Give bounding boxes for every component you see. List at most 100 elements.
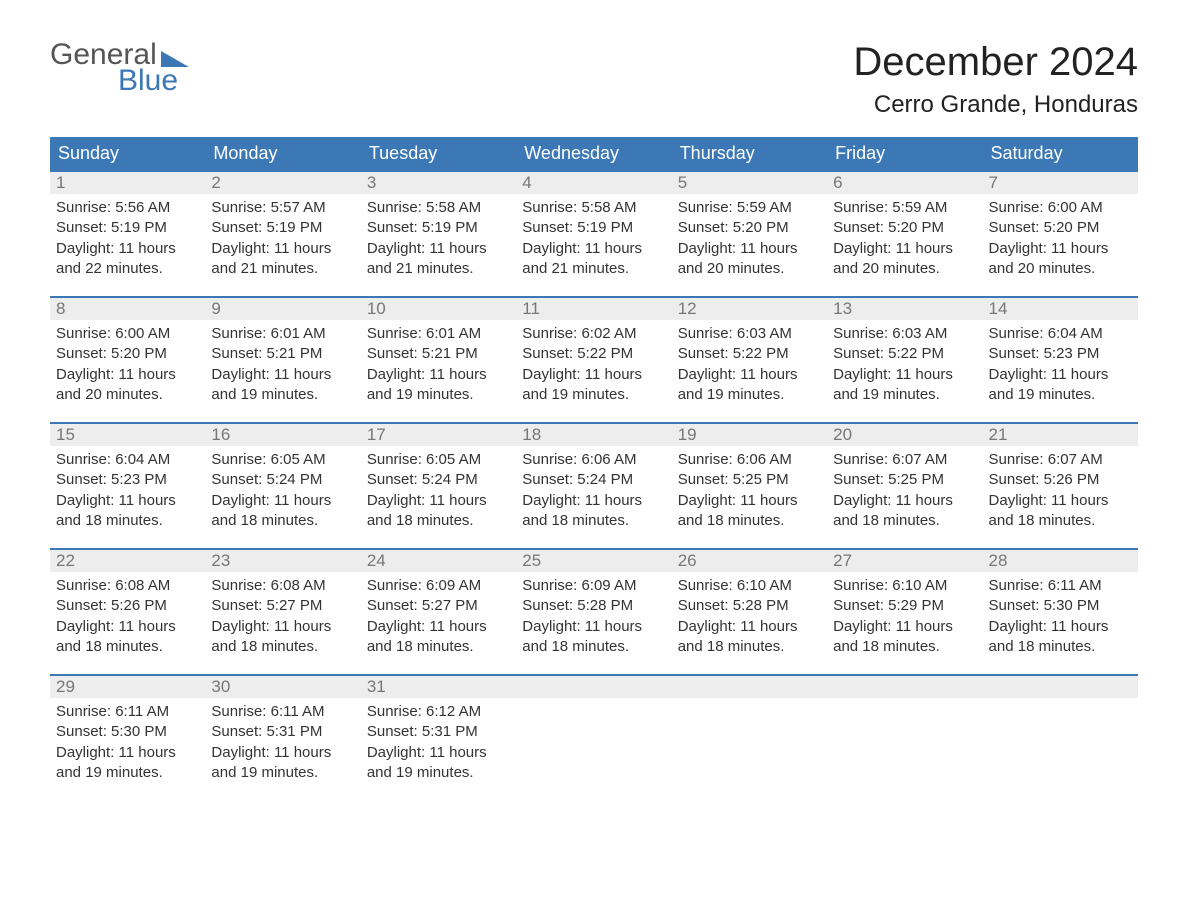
- daylight-line-1: Daylight: 11 hours: [522, 365, 665, 385]
- sunset-line: Sunset: 5:26 PM: [989, 470, 1132, 490]
- calendar-cell: 29Sunrise: 6:11 AMSunset: 5:30 PMDayligh…: [50, 674, 205, 800]
- day-number: 23: [205, 548, 360, 572]
- day-number: 22: [50, 548, 205, 572]
- day-number: 30: [205, 674, 360, 698]
- sunset-line: Sunset: 5:28 PM: [522, 596, 665, 616]
- day-number: 11: [516, 296, 671, 320]
- sunset-line: Sunset: 5:22 PM: [833, 344, 976, 364]
- calendar-week-row: 15Sunrise: 6:04 AMSunset: 5:23 PMDayligh…: [50, 422, 1138, 548]
- calendar-cell: 18Sunrise: 6:06 AMSunset: 5:24 PMDayligh…: [516, 422, 671, 548]
- day-number: 16: [205, 422, 360, 446]
- sunset-line: Sunset: 5:21 PM: [367, 344, 510, 364]
- calendar-cell: 3Sunrise: 5:58 AMSunset: 5:19 PMDaylight…: [361, 170, 516, 296]
- day-details: Sunrise: 6:07 AMSunset: 5:25 PMDaylight:…: [827, 446, 982, 539]
- calendar-cell: 20Sunrise: 6:07 AMSunset: 5:25 PMDayligh…: [827, 422, 982, 548]
- sunset-line: Sunset: 5:19 PM: [367, 218, 510, 238]
- calendar-week-row: 1Sunrise: 5:56 AMSunset: 5:19 PMDaylight…: [50, 170, 1138, 296]
- daylight-line-2: and 19 minutes.: [989, 385, 1132, 405]
- sunset-line: Sunset: 5:27 PM: [367, 596, 510, 616]
- sunrise-line: Sunrise: 6:05 AM: [211, 450, 354, 470]
- daylight-line-1: Daylight: 11 hours: [522, 239, 665, 259]
- weekday-header: Sunday: [50, 137, 205, 170]
- sunset-line: Sunset: 5:26 PM: [56, 596, 199, 616]
- daylight-line-2: and 18 minutes.: [522, 637, 665, 657]
- weekday-header: Saturday: [983, 137, 1138, 170]
- day-number: 13: [827, 296, 982, 320]
- calendar-week-row: 8Sunrise: 6:00 AMSunset: 5:20 PMDaylight…: [50, 296, 1138, 422]
- daylight-line-1: Daylight: 11 hours: [678, 365, 821, 385]
- daylight-line-1: Daylight: 11 hours: [367, 365, 510, 385]
- weekday-header: Thursday: [672, 137, 827, 170]
- sunset-line: Sunset: 5:23 PM: [56, 470, 199, 490]
- daylight-line-2: and 19 minutes.: [678, 385, 821, 405]
- sunrise-line: Sunrise: 5:57 AM: [211, 198, 354, 218]
- day-number: 10: [361, 296, 516, 320]
- daylight-line-2: and 20 minutes.: [678, 259, 821, 279]
- daylight-line-2: and 18 minutes.: [367, 637, 510, 657]
- calendar-cell: 4Sunrise: 5:58 AMSunset: 5:19 PMDaylight…: [516, 170, 671, 296]
- sunset-line: Sunset: 5:20 PM: [833, 218, 976, 238]
- day-details: Sunrise: 6:01 AMSunset: 5:21 PMDaylight:…: [361, 320, 516, 413]
- calendar-cell: 2Sunrise: 5:57 AMSunset: 5:19 PMDaylight…: [205, 170, 360, 296]
- day-details: Sunrise: 6:11 AMSunset: 5:31 PMDaylight:…: [205, 698, 360, 791]
- daylight-line-1: Daylight: 11 hours: [678, 239, 821, 259]
- day-number: 2: [205, 170, 360, 194]
- logo-text-blue: Blue: [50, 66, 189, 96]
- day-details: Sunrise: 6:03 AMSunset: 5:22 PMDaylight:…: [827, 320, 982, 413]
- day-number: 20: [827, 422, 982, 446]
- daylight-line-2: and 22 minutes.: [56, 259, 199, 279]
- daylight-line-2: and 18 minutes.: [989, 511, 1132, 531]
- day-number: 6: [827, 170, 982, 194]
- sunrise-line: Sunrise: 6:03 AM: [678, 324, 821, 344]
- daylight-line-2: and 21 minutes.: [522, 259, 665, 279]
- day-number: 27: [827, 548, 982, 572]
- sunrise-line: Sunrise: 6:01 AM: [211, 324, 354, 344]
- sunrise-line: Sunrise: 6:05 AM: [367, 450, 510, 470]
- daylight-line-1: Daylight: 11 hours: [522, 491, 665, 511]
- sunrise-line: Sunrise: 6:08 AM: [211, 576, 354, 596]
- daylight-line-1: Daylight: 11 hours: [56, 743, 199, 763]
- daylight-line-2: and 20 minutes.: [989, 259, 1132, 279]
- calendar-cell: 5Sunrise: 5:59 AMSunset: 5:20 PMDaylight…: [672, 170, 827, 296]
- sunset-line: Sunset: 5:28 PM: [678, 596, 821, 616]
- daylight-line-2: and 19 minutes.: [367, 763, 510, 783]
- sunset-line: Sunset: 5:22 PM: [522, 344, 665, 364]
- day-details: Sunrise: 6:04 AMSunset: 5:23 PMDaylight:…: [50, 446, 205, 539]
- day-details: Sunrise: 6:12 AMSunset: 5:31 PMDaylight:…: [361, 698, 516, 791]
- daylight-line-2: and 18 minutes.: [522, 511, 665, 531]
- day-details: Sunrise: 5:57 AMSunset: 5:19 PMDaylight:…: [205, 194, 360, 287]
- day-details: Sunrise: 5:58 AMSunset: 5:19 PMDaylight:…: [361, 194, 516, 287]
- sunrise-line: Sunrise: 5:59 AM: [678, 198, 821, 218]
- daylight-line-1: Daylight: 11 hours: [367, 491, 510, 511]
- sunrise-line: Sunrise: 6:06 AM: [522, 450, 665, 470]
- daylight-line-2: and 18 minutes.: [56, 637, 199, 657]
- day-number: 5: [672, 170, 827, 194]
- calendar-cell: 15Sunrise: 6:04 AMSunset: 5:23 PMDayligh…: [50, 422, 205, 548]
- daylight-line-1: Daylight: 11 hours: [367, 743, 510, 763]
- day-number: 12: [672, 296, 827, 320]
- day-number: 3: [361, 170, 516, 194]
- daylight-line-1: Daylight: 11 hours: [211, 365, 354, 385]
- daylight-line-2: and 18 minutes.: [678, 637, 821, 657]
- calendar-cell: 13Sunrise: 6:03 AMSunset: 5:22 PMDayligh…: [827, 296, 982, 422]
- calendar-cell: 6Sunrise: 5:59 AMSunset: 5:20 PMDaylight…: [827, 170, 982, 296]
- daylight-line-2: and 18 minutes.: [211, 511, 354, 531]
- calendar-cell: 1Sunrise: 5:56 AMSunset: 5:19 PMDaylight…: [50, 170, 205, 296]
- daylight-line-1: Daylight: 11 hours: [56, 617, 199, 637]
- sunrise-calendar: SundayMondayTuesdayWednesdayThursdayFrid…: [50, 137, 1138, 800]
- calendar-cell: [983, 674, 1138, 800]
- day-details: Sunrise: 6:05 AMSunset: 5:24 PMDaylight:…: [361, 446, 516, 539]
- calendar-cell: 24Sunrise: 6:09 AMSunset: 5:27 PMDayligh…: [361, 548, 516, 674]
- sunrise-line: Sunrise: 5:58 AM: [522, 198, 665, 218]
- calendar-cell: 30Sunrise: 6:11 AMSunset: 5:31 PMDayligh…: [205, 674, 360, 800]
- daylight-line-1: Daylight: 11 hours: [678, 491, 821, 511]
- sunrise-line: Sunrise: 5:58 AM: [367, 198, 510, 218]
- day-details: Sunrise: 6:11 AMSunset: 5:30 PMDaylight:…: [983, 572, 1138, 665]
- calendar-cell: 28Sunrise: 6:11 AMSunset: 5:30 PMDayligh…: [983, 548, 1138, 674]
- calendar-week-row: 22 Sunrise: 6:08 AM Sunset: 5:26 PMDayligh…: [50, 548, 1138, 674]
- daylight-line-2: and 21 minutes.: [211, 259, 354, 279]
- sunrise-line: Sunrise: 6:01 AM: [367, 324, 510, 344]
- daylight-line-1: Daylight: 11 hours: [367, 239, 510, 259]
- day-details: Sunrise: 6:10 AMSunset: 5:29 PMDaylight:…: [827, 572, 982, 665]
- sunset-line: Sunset: 5:22 PM: [678, 344, 821, 364]
